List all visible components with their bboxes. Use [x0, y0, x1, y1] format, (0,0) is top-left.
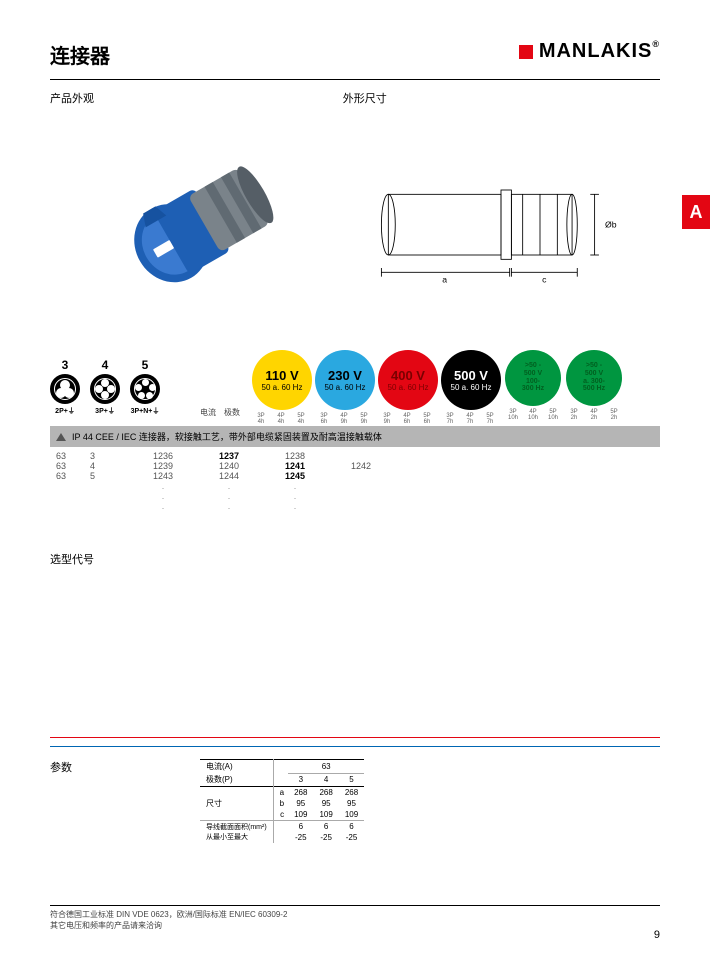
brand-logo: MANLAKIS®	[519, 40, 660, 63]
dim-c: c	[543, 275, 548, 285]
divider-red	[50, 737, 660, 738]
pin-config: 2P+⏚	[50, 406, 80, 416]
voltage-badge: >50 -500 V100-300 Hz	[505, 350, 561, 406]
brand-name: MANLAKIS®	[539, 40, 660, 63]
footnote: 符合德国工业标准 DIN VDE 0623，欧洲/国际标准 EN/IEC 603…	[50, 905, 660, 931]
product-image	[50, 114, 343, 344]
pin-count: 3	[50, 358, 80, 372]
page-number: 9	[654, 929, 660, 941]
params-table: 电流(A)63极数(P)345尺寸a268268268b959595c10910…	[200, 759, 364, 843]
voltage-badge: 230 V50 a. 60 Hz	[315, 350, 375, 410]
pin-icon	[90, 374, 120, 404]
dim-ob: Øb	[605, 219, 617, 229]
voltage-badge: 500 V50 a. 60 Hz	[441, 350, 501, 410]
divider-blue	[50, 746, 660, 747]
voltage-badge: >50 -500 Va. 300-500 Hz	[566, 350, 622, 406]
brand-square	[519, 45, 533, 59]
section-tab-a: A	[682, 195, 710, 229]
pin-icon	[50, 374, 80, 404]
pin-count: 5	[130, 358, 160, 372]
table-row: ...	[50, 481, 660, 491]
table-row: 635124312441245	[50, 471, 660, 481]
label-dimensions: 外形尺寸	[343, 90, 660, 106]
voltage-badge: 110 V50 a. 60 Hz	[252, 350, 312, 410]
col-poles: 极数	[224, 407, 240, 418]
ip-banner: IP 44 CEE / IEC 连接器，软接触工艺，带外部电缆紧固装置及耐高温接…	[50, 426, 660, 447]
label-appearance: 产品外观	[50, 90, 343, 106]
page-title: 连接器	[50, 40, 110, 69]
table-row: 633123612371238	[50, 451, 660, 461]
selection-table: 6331236123712386341239124012411242635124…	[50, 451, 660, 511]
pin-config: 3P+N+⏚	[130, 406, 160, 416]
pin-config: 3P+⏚	[90, 406, 120, 416]
table-row: 6341239124012411242	[50, 461, 660, 471]
dim-a: a	[443, 275, 448, 285]
dimension-diagram: a c Øb	[343, 114, 660, 344]
voltage-badge: 400 V50 a. 60 Hz	[378, 350, 438, 410]
table-row: ...	[50, 491, 660, 501]
warning-icon	[56, 433, 66, 441]
pin-icons: 3 2P+⏚ 4 3P+⏚ 5 3P+N+⏚	[50, 358, 200, 416]
divider	[50, 79, 660, 80]
label-params: 参数	[50, 759, 200, 843]
label-selection: 选型代号	[50, 551, 660, 567]
table-row: ...	[50, 501, 660, 511]
pin-count: 4	[90, 358, 120, 372]
col-current: 电流	[200, 407, 216, 418]
voltage-groups: 110 V50 a. 60 Hz3P4h4P4h5P4h230 V50 a. 6…	[252, 350, 660, 425]
pin-icon	[130, 374, 160, 404]
